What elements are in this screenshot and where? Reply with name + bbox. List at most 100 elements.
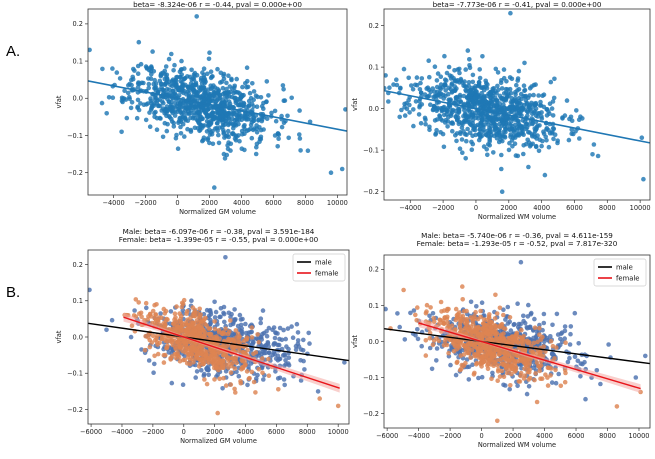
scatter-point xyxy=(178,313,184,319)
scatter-point xyxy=(165,343,170,349)
scatter-point xyxy=(495,70,501,75)
scatter-point xyxy=(146,81,152,87)
scatter-point xyxy=(109,317,115,323)
scatter-point xyxy=(402,104,407,110)
y-axis-label: vfat xyxy=(351,335,359,348)
scatter-point xyxy=(397,114,403,120)
scatter-point xyxy=(411,107,416,112)
scatter-point xyxy=(190,320,196,326)
scatter-point xyxy=(417,87,423,92)
scatter-point xyxy=(516,68,522,74)
scatter-point xyxy=(162,311,168,316)
scatter-point xyxy=(453,78,458,84)
scatter-point xyxy=(442,321,447,326)
scatter-point xyxy=(567,355,572,361)
scatter-point xyxy=(88,287,92,293)
scatter-point xyxy=(150,49,155,54)
scatter-point xyxy=(479,374,485,380)
scatter-point xyxy=(501,382,506,388)
scatter-point xyxy=(157,97,162,102)
scatter-point xyxy=(553,367,558,373)
scatter-point xyxy=(415,336,421,342)
scatter-point xyxy=(209,132,215,137)
scatter-point xyxy=(146,358,152,363)
x-tick-label: 6000 xyxy=(566,204,583,212)
scatter-point xyxy=(225,146,231,152)
scatter-point xyxy=(406,75,412,81)
scatter-point xyxy=(179,324,184,330)
scatter-point xyxy=(430,311,436,316)
scatter-point xyxy=(487,143,493,148)
scatter-point xyxy=(134,115,140,121)
scatter-point xyxy=(106,95,112,100)
plot-frame xyxy=(383,8,651,201)
scatter-point xyxy=(217,376,222,382)
scatter-point xyxy=(264,333,270,339)
scatter-point xyxy=(513,92,518,97)
scatter-point xyxy=(567,342,573,347)
scatter-point xyxy=(182,134,187,139)
scatter-point xyxy=(206,372,211,378)
scatter-point xyxy=(457,367,463,373)
scatter-point xyxy=(126,83,131,88)
scatter-point xyxy=(545,375,550,380)
scatter-point xyxy=(272,108,278,114)
scatter-point xyxy=(232,307,237,312)
scatter-point xyxy=(221,151,227,157)
y-axis-label: vfat xyxy=(351,98,359,111)
scatter-point xyxy=(294,321,300,327)
scatter-point xyxy=(143,117,149,123)
scatter-point xyxy=(594,368,600,373)
scatter-point xyxy=(525,314,531,319)
scatter-point xyxy=(499,368,505,374)
scatter-point xyxy=(178,109,184,115)
scatter-point xyxy=(188,315,193,321)
scatter-point xyxy=(226,116,232,122)
scatter-point xyxy=(221,76,227,82)
scatter-point xyxy=(479,333,484,338)
scatter-point xyxy=(172,311,178,317)
scatter-point xyxy=(493,327,498,332)
scatter-point xyxy=(218,306,224,311)
scatter-point xyxy=(143,300,149,306)
scatter-point xyxy=(224,80,229,86)
scatter-point xyxy=(150,333,156,339)
scatter-point xyxy=(576,341,581,346)
scatter-point xyxy=(510,100,515,105)
scatter-point xyxy=(231,112,236,117)
scatter-point xyxy=(181,99,186,105)
scatter-point xyxy=(200,361,206,367)
scatter-point xyxy=(182,353,187,359)
scatter-point xyxy=(555,140,560,146)
scatter-point xyxy=(164,72,170,78)
scatter-point xyxy=(484,85,490,91)
scatter-point xyxy=(151,81,156,87)
scatter-point xyxy=(236,133,241,138)
scatter-point xyxy=(460,297,466,302)
scatter-point xyxy=(399,107,404,113)
scatter-point xyxy=(547,111,552,116)
scatter-point xyxy=(265,340,271,345)
scatter-point xyxy=(545,365,551,371)
scatter-point xyxy=(427,93,432,98)
scatter-point xyxy=(174,304,179,309)
scatter-point xyxy=(141,80,146,86)
scatter-point xyxy=(245,78,250,84)
scatter-point xyxy=(526,164,531,170)
scatter-point xyxy=(411,123,416,129)
scatter-point xyxy=(536,111,542,116)
scatter-point xyxy=(166,56,172,62)
scatter-point xyxy=(488,107,494,112)
scatter-point xyxy=(298,358,303,363)
scatter-point xyxy=(487,348,492,354)
legend-label-female: female xyxy=(616,274,639,282)
scatter-point xyxy=(527,93,533,98)
scatter-point xyxy=(298,148,303,153)
scatter-point xyxy=(237,340,243,346)
x-axis-label: Normalized WM volume xyxy=(478,441,556,449)
scatter-point xyxy=(540,93,545,98)
scatter-point xyxy=(226,310,232,316)
scatter-point xyxy=(182,116,188,121)
scatter-point xyxy=(199,104,205,109)
